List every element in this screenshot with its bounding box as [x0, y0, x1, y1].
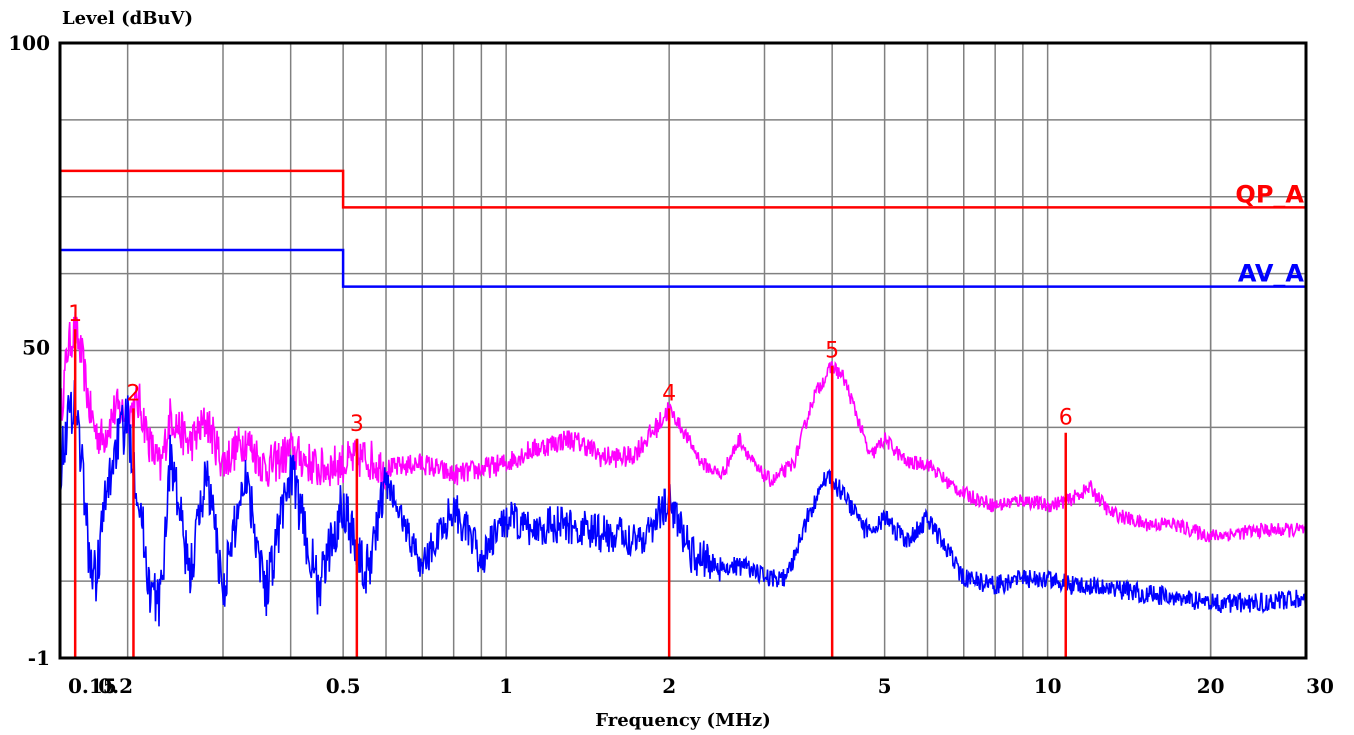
x-axis-label: Frequency (MHz) — [595, 710, 770, 731]
marker-label: 2 — [126, 381, 140, 406]
limit-line — [60, 248, 1306, 288]
marker-label: 1 — [68, 302, 82, 327]
marker-label: 6 — [1059, 406, 1073, 431]
y-tick-label: 50 — [22, 335, 50, 359]
x-tick-label: 10 — [1034, 674, 1062, 698]
x-tick-label: 0.15 — [68, 674, 117, 698]
x-tick-labels: 0.150.2 0.5 1 2 5 10 20 30 — [68, 674, 1334, 698]
x-tick-label: 0.2 — [98, 674, 133, 698]
marker-label: 5 — [825, 339, 839, 364]
y-axis-label: Level (dBuV) — [62, 8, 193, 29]
x-tick-label: 30 — [1306, 674, 1334, 698]
marker-label: 4 — [662, 381, 676, 406]
markers: 1 2 3 4 5 6 — [68, 302, 1073, 658]
y-tick-labels: 100 50 -1 — [8, 31, 50, 670]
marker-label: 3 — [350, 412, 364, 437]
x-tick-label: 20 — [1197, 674, 1225, 698]
y-tick-label: -1 — [28, 646, 50, 670]
x-tick-label: 2 — [662, 674, 676, 698]
plot-frame — [58, 41, 1308, 660]
x-tick-label: 1 — [499, 674, 513, 698]
x-tick-label: 5 — [878, 674, 892, 698]
grid — [60, 43, 1306, 658]
series-line — [59, 380, 1307, 627]
limit-label: AV_A — [1238, 260, 1305, 288]
series-line — [59, 311, 1307, 543]
limit-line — [60, 169, 1306, 209]
series-lines — [59, 311, 1307, 627]
limit-lines — [60, 169, 1306, 288]
limit-labels: QP_A AV_A — [1235, 180, 1304, 287]
x-tick-label: 0.5 — [326, 674, 361, 698]
y-tick-label: 100 — [8, 31, 50, 55]
limit-label: QP_A — [1235, 180, 1304, 208]
